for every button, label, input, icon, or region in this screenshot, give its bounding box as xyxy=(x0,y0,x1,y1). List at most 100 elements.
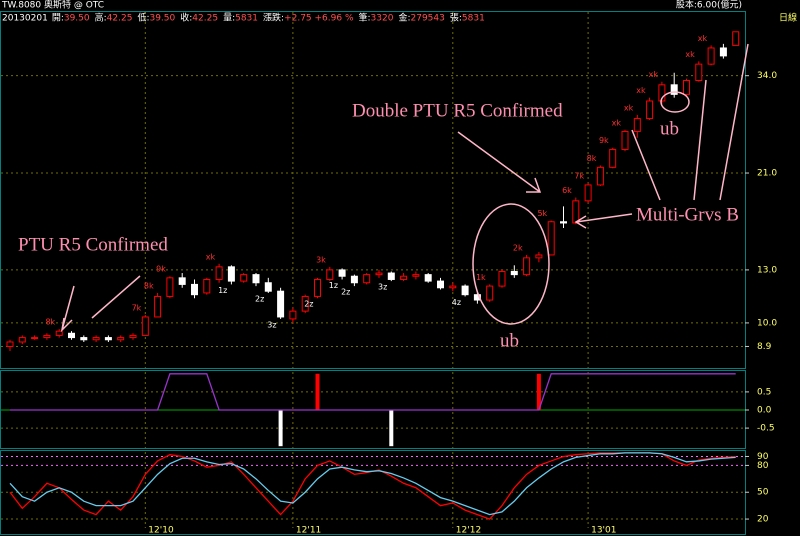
candle-label: xk xyxy=(612,118,622,127)
candle-body xyxy=(461,285,469,296)
candle-body xyxy=(289,310,297,320)
candle-body xyxy=(658,84,666,102)
candle-body xyxy=(154,295,162,318)
candle-body xyxy=(203,278,211,294)
candle-body xyxy=(707,47,715,65)
series-line xyxy=(10,373,736,411)
candle-body xyxy=(301,295,309,312)
y-tick-label: 90 xyxy=(757,452,769,462)
candle-label: 6k xyxy=(562,186,572,195)
candle-label: 3z xyxy=(267,320,276,329)
candle-body xyxy=(449,285,457,289)
candle-body xyxy=(572,200,580,224)
candle-label: 3k xyxy=(316,255,326,264)
arrow xyxy=(631,43,749,201)
candle-label: 1z xyxy=(329,281,338,290)
candle-body xyxy=(547,221,555,256)
field-value: 5831 xyxy=(462,14,485,24)
field-label: 高: xyxy=(95,12,107,24)
field-value: 279543 xyxy=(411,14,445,24)
candle-label: xk xyxy=(685,50,695,59)
candle-label: 1z xyxy=(218,286,227,295)
candle-body xyxy=(596,166,604,186)
candle-body xyxy=(80,337,88,341)
candle-label: 2z xyxy=(341,288,350,297)
candle-body xyxy=(104,337,112,341)
candle-label: 5k xyxy=(537,209,547,218)
candle-label: 7k xyxy=(574,171,584,180)
candle-label: xk xyxy=(206,252,216,261)
candle-body xyxy=(387,272,395,280)
candle-body xyxy=(31,337,39,340)
candle-body xyxy=(437,280,444,289)
candle-body xyxy=(141,316,149,336)
candle-body xyxy=(683,79,690,95)
candle-body xyxy=(326,269,334,280)
candle-body xyxy=(375,272,383,276)
y-tick-label: 21.0 xyxy=(757,169,777,179)
annotations: PTU R5 Confirmed Double PTU R5 Confirmed… xyxy=(18,43,749,351)
y-tick-label: 80 xyxy=(757,461,769,471)
candle-body xyxy=(560,221,567,224)
candle-body xyxy=(18,337,26,343)
field-value: 42.25 xyxy=(107,14,133,24)
candle-label: 2k xyxy=(513,243,523,252)
candle-body xyxy=(92,337,100,341)
y-tick-label: 13.0 xyxy=(757,265,777,275)
candle-body xyxy=(6,341,14,347)
field-value: 3320 xyxy=(371,14,394,24)
candle-label: 9k xyxy=(156,265,166,274)
candle-body xyxy=(486,285,494,301)
candle-body xyxy=(523,257,531,276)
field-value: +2.75 +6.96 % xyxy=(284,14,354,24)
candle-body xyxy=(55,330,63,336)
candle-body xyxy=(732,31,740,46)
candle-body xyxy=(670,84,678,95)
field-label: 收: xyxy=(180,12,192,24)
field-value: 42.25 xyxy=(192,14,218,24)
y-tick-label: -0.5 xyxy=(757,424,775,434)
highlight xyxy=(472,203,550,325)
candle-label: xk xyxy=(698,34,708,43)
candle-body xyxy=(609,148,617,168)
symbol: TW.8080 奧斯特 @ OTC xyxy=(1,0,104,11)
arrow xyxy=(574,213,633,229)
x-tick-label: 12'10 xyxy=(148,526,174,536)
candle-body xyxy=(535,254,543,259)
candle-label: 9k xyxy=(599,136,609,145)
y-tick-label: 10.0 xyxy=(757,318,777,328)
candle-label: 8k xyxy=(144,281,154,290)
highlight xyxy=(660,91,690,113)
candle-label: 1k xyxy=(476,273,486,282)
annotation: Double PTU R5 Confirmed xyxy=(352,100,563,121)
candle-body xyxy=(338,269,346,277)
candle-body xyxy=(215,266,223,280)
candle-body xyxy=(719,47,727,57)
annotation: PTU R5 Confirmed xyxy=(18,234,168,255)
date: 20130201 xyxy=(2,14,48,24)
main-pane xyxy=(0,11,746,369)
candle-body xyxy=(584,184,592,202)
y-tick-label: 34.0 xyxy=(757,71,777,81)
annotation: Multi-Grvs B xyxy=(636,204,739,225)
candle-body xyxy=(473,294,481,301)
candle-label: 8k xyxy=(587,154,597,163)
arrow xyxy=(60,285,75,333)
candle-body xyxy=(166,277,174,297)
candle-body xyxy=(227,266,235,282)
signal-bar xyxy=(278,410,283,447)
signal-bar xyxy=(389,410,394,447)
candle-body xyxy=(129,334,137,339)
candle-body xyxy=(43,334,51,339)
candle-body xyxy=(363,274,371,284)
candle-body xyxy=(117,337,125,341)
annotation: ub xyxy=(500,330,519,351)
field-value: 5831 xyxy=(235,14,258,24)
field-label: 張: xyxy=(450,13,462,24)
capital: 股本:6.00(億元) xyxy=(676,0,742,11)
candle-label: xk xyxy=(636,86,646,95)
x-tick-label: 12'12 xyxy=(456,526,481,536)
candle-label: 8k xyxy=(45,318,55,327)
